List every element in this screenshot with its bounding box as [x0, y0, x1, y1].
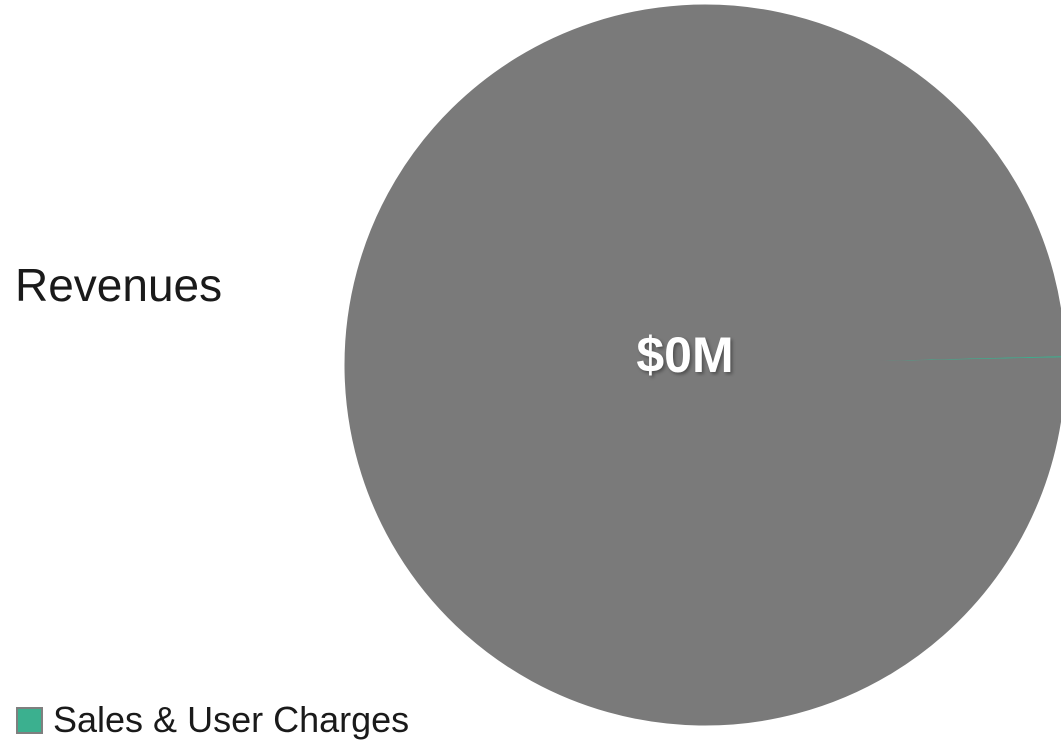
chart-title: Revenues [15, 259, 223, 311]
legend: Sales & User Charges [16, 702, 409, 738]
legend-swatch [16, 706, 43, 734]
pie-slice-1 [344, 4, 1061, 726]
pie-data-label: $0M [636, 327, 734, 383]
pie-slices [344, 4, 1061, 726]
legend-label: Sales & User Charges [53, 699, 410, 740]
